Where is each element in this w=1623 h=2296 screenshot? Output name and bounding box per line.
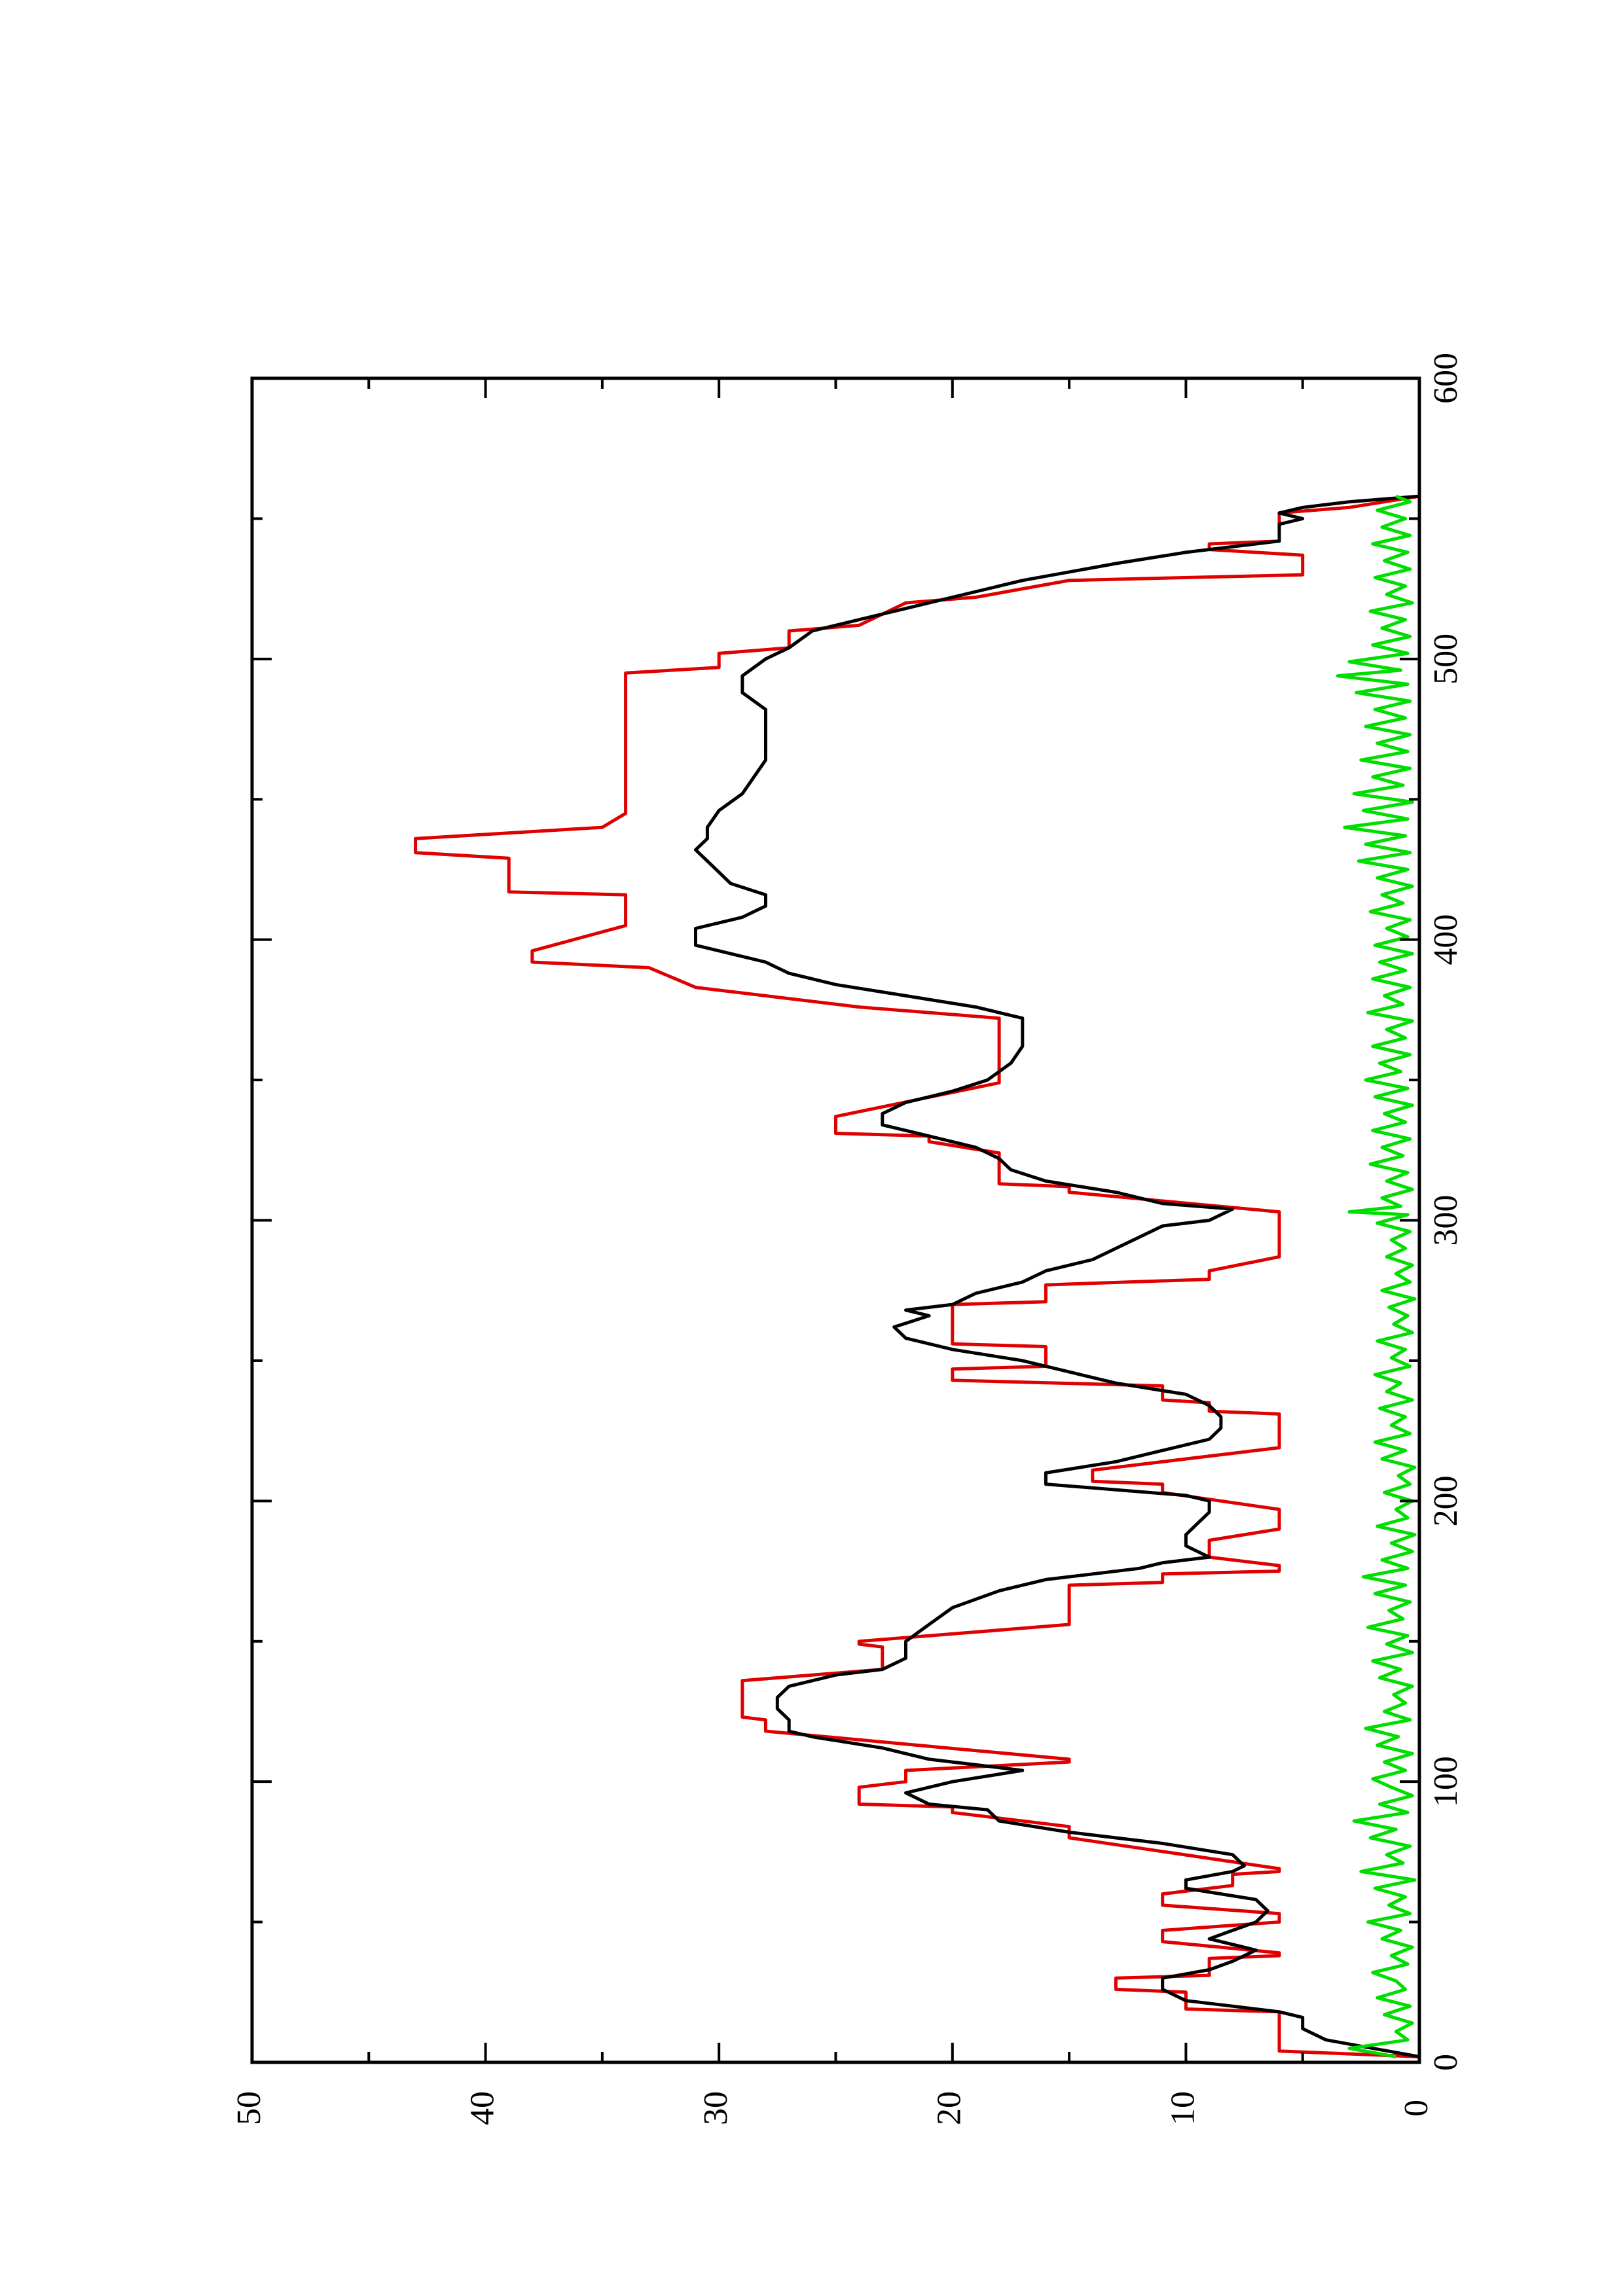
series-line-2 [694,494,1420,2058]
x-tick-label: 600 [1427,353,1465,404]
y-tick-label: 0 [1398,2100,1435,2117]
plot-area: 0 100 200 300 400 500 600 0 10 20 30 40 50 [230,353,1465,2125]
y-tick-label: 40 [464,2091,501,2125]
y-tick-label: 30 [697,2091,735,2125]
x-tick-label: 0 [1427,2054,1465,2071]
x-tick-label: 200 [1427,1475,1465,1526]
x-tick-label: 400 [1427,914,1465,965]
series-line-1 [414,494,1420,2058]
y-tick-label: 10 [1164,2091,1201,2125]
x-tick-label: 100 [1427,1756,1465,1807]
y-tick-label: 50 [230,2091,268,2125]
series-line-3 [1336,494,1417,2058]
plot-frame [250,376,1421,2064]
x-tick-label: 300 [1427,1195,1465,1246]
y-tick-label: 20 [931,2091,968,2125]
x-tick-label: 500 [1427,634,1465,685]
